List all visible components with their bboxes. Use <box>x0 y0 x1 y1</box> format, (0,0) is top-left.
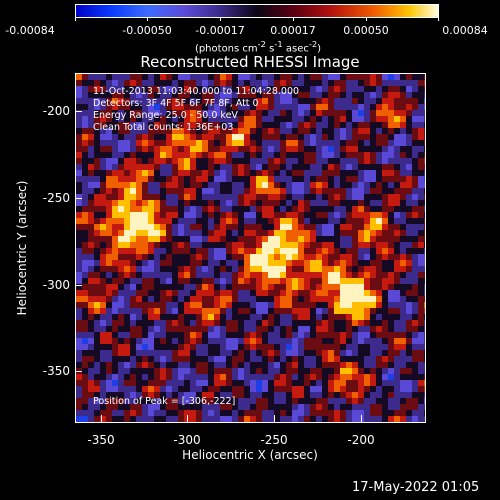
colorbar-tick <box>147 17 148 21</box>
x-axis-label: Heliocentric X (arcsec) <box>182 448 318 462</box>
x-axis-tick <box>187 415 188 422</box>
heatmap-image <box>76 74 425 422</box>
plot-datestamp: 17-May-2022 01:05 <box>352 480 480 495</box>
x-axis-tick <box>274 415 275 422</box>
y-axis-tick <box>75 111 82 112</box>
detectors-text: Detectors: 3F 4F 5F 6F 7F 8F, Att 0 <box>93 98 259 109</box>
energy-range-text: Energy Range: 25.0 - 50.0 keV <box>93 110 238 121</box>
colorbar-tick-label: -0.00017 <box>195 24 245 37</box>
time-range-text: 11-Oct-2013 11:03:40.000 to 11:04:28.000 <box>93 86 300 97</box>
y-tick-label: -300 <box>42 278 70 292</box>
image-panel <box>75 73 426 423</box>
clean-counts-text: Clean Total counts: 1.36E+03 <box>93 122 234 133</box>
colorbar-tick <box>438 17 439 21</box>
colorbar-tick <box>220 17 221 21</box>
x-tick-label: -300 <box>173 433 201 447</box>
image-title: Reconstructed RHESSI Image <box>140 53 360 71</box>
peak-position-text: Position of Peak = [-306,-222] <box>93 396 236 407</box>
y-axis-tick <box>75 198 82 199</box>
colorbar-tick-label: -0.00050 <box>122 24 172 37</box>
colorbar-tick <box>366 17 367 21</box>
colorbar-tick <box>293 17 294 21</box>
x-tick-label: -350 <box>87 433 115 447</box>
y-axis-label: Heliocentric Y (arcsec) <box>15 180 29 316</box>
colorbar-tick-label: -0.00084 <box>5 24 55 37</box>
colorbar-tick <box>75 17 76 21</box>
colorbar-tick-label: 0.00050 <box>343 24 389 37</box>
colorbar-unit-label: (photons cm-2 s-1 asec-2) <box>194 39 322 55</box>
x-tick-label: -250 <box>260 433 288 447</box>
x-axis-tick <box>101 415 102 422</box>
colorbar <box>75 4 439 18</box>
y-axis-tick <box>75 371 82 372</box>
colorbar-tick-label: 0.00084 <box>442 24 488 37</box>
y-axis-tick <box>75 285 82 286</box>
y-tick-label: -250 <box>42 191 70 205</box>
x-tick-label: -200 <box>347 433 375 447</box>
y-tick-label: -350 <box>42 364 70 378</box>
x-axis-tick <box>361 415 362 422</box>
y-tick-label: -200 <box>42 104 70 118</box>
colorbar-tick-label: 0.00017 <box>270 24 316 37</box>
